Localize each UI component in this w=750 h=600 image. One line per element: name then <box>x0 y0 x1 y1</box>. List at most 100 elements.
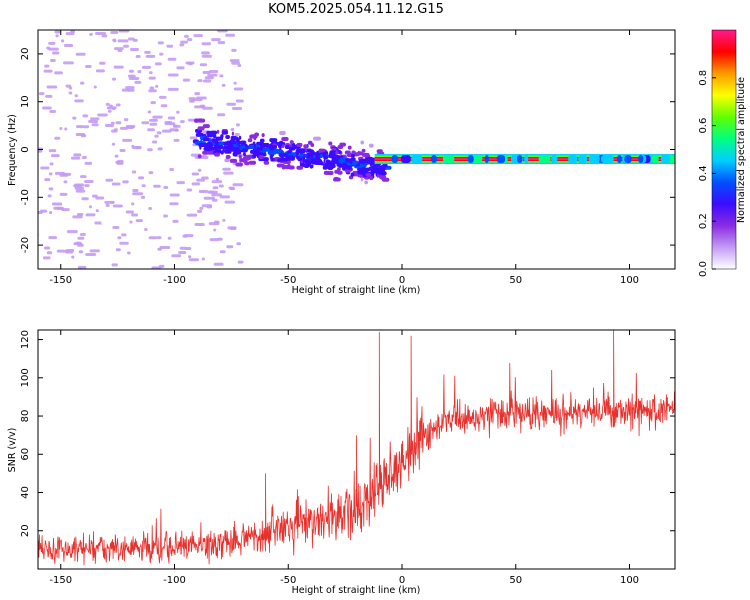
y-tick-label: 100 <box>20 368 31 387</box>
heatmap-cell <box>231 61 241 65</box>
heatmap-cell <box>117 236 122 240</box>
heatmap-cell <box>129 220 133 224</box>
heatmap-cell <box>49 109 57 113</box>
heatmap-cell <box>277 148 283 153</box>
heatmap-cell <box>233 87 244 91</box>
heatmap-cell <box>54 30 61 34</box>
heatmap-cell <box>360 159 364 164</box>
heatmap-cell <box>201 257 205 261</box>
heatmap-cell <box>197 168 202 172</box>
heatmap-cell <box>123 44 129 48</box>
heatmap-cell <box>538 155 551 164</box>
heatmap-cell <box>345 158 352 163</box>
heatmap-cell <box>172 219 179 223</box>
heatmap-cell <box>218 145 222 150</box>
heatmap-cell <box>216 129 220 134</box>
heatmap-cell <box>241 148 248 153</box>
heatmap-cell <box>202 150 209 155</box>
colorbar-tick-label: 0.4 <box>698 165 709 181</box>
heatmap-cell <box>203 146 211 151</box>
heatmap-cell <box>199 206 204 210</box>
heatmap-cell <box>145 54 156 58</box>
heatmap-cell <box>186 38 193 42</box>
heatmap-cell <box>194 92 200 96</box>
heatmap-cell <box>111 142 116 146</box>
heatmap-cell <box>207 73 218 77</box>
heatmap-cell <box>360 167 366 172</box>
heatmap-cell <box>197 118 206 123</box>
heatmap-cell <box>95 69 105 73</box>
heatmap-cell <box>298 153 304 158</box>
heatmap-cell <box>578 155 588 164</box>
heatmap-cell <box>147 148 153 152</box>
heatmap-cell <box>148 171 154 175</box>
heatmap-cell <box>117 227 129 231</box>
heatmap-cell <box>131 170 137 174</box>
heatmap-cell <box>289 140 294 145</box>
heatmap-cell <box>119 68 129 72</box>
heatmap-cell <box>237 64 242 68</box>
heatmap-cell <box>132 192 143 196</box>
heatmap-cell <box>51 202 63 206</box>
heatmap-cell <box>115 121 122 125</box>
heatmap-cell <box>159 52 164 56</box>
heatmap-cell <box>75 125 84 129</box>
heatmap-cell <box>186 213 198 217</box>
heatmap-cell <box>55 34 59 38</box>
y-tick-label: -20 <box>20 237 31 253</box>
heatmap-cell <box>127 74 136 78</box>
heatmap-cell <box>131 213 139 217</box>
heatmap-cell <box>176 110 180 114</box>
heatmap-cell <box>380 164 386 169</box>
heatmap-cell <box>261 133 265 138</box>
heatmap-cell <box>72 215 83 219</box>
heatmap-cell <box>117 49 123 53</box>
heatmap-cell <box>196 209 203 213</box>
heatmap-cell <box>376 149 383 154</box>
heatmap-cell <box>157 147 163 151</box>
y-tick-label: 0 <box>20 146 31 152</box>
heatmap-cell <box>258 155 264 160</box>
heatmap-cell <box>148 206 153 210</box>
heatmap-cell <box>194 222 205 226</box>
heatmap-cell <box>60 39 65 43</box>
heatmap-cell <box>105 178 114 182</box>
heatmap-cell <box>118 30 130 33</box>
x-tick-label: -150 <box>49 575 72 586</box>
heatmap-cell <box>147 128 155 132</box>
heatmap-cell <box>217 237 223 241</box>
heatmap-cell <box>113 65 124 69</box>
heatmap-cell <box>335 150 339 155</box>
heatmap-cell <box>231 131 235 136</box>
heatmap-cell <box>638 155 644 164</box>
heatmap-cell <box>484 155 489 164</box>
heatmap-cell <box>219 250 226 254</box>
heatmap-cell <box>333 155 340 160</box>
heatmap-cell <box>218 184 224 188</box>
heatmap-cell <box>163 214 168 218</box>
heatmap-cell <box>211 38 221 42</box>
heatmap-cell <box>186 188 193 192</box>
heatmap-cell <box>212 134 217 139</box>
heatmap-cell <box>322 151 326 156</box>
heatmap-cell <box>131 202 135 206</box>
heatmap-cell <box>220 150 224 155</box>
heatmap-cell <box>235 162 243 167</box>
heatmap-cell <box>360 140 365 145</box>
heatmap-cell <box>179 43 185 47</box>
heatmap-cell <box>132 146 142 150</box>
heatmap-cell <box>568 155 578 164</box>
x-tick-label: 100 <box>620 275 639 286</box>
heatmap-cell <box>197 126 205 131</box>
heatmap-cell <box>237 260 244 264</box>
heatmap-cell <box>376 173 380 178</box>
heatmap-cell <box>235 146 239 151</box>
heatmap-cell <box>82 125 90 129</box>
heatmap-cell <box>59 192 68 196</box>
heatmap-cell <box>516 155 523 164</box>
snr-ticks: -150 -100 -50 0 50 100 20 40 60 80 100 120 <box>20 330 675 586</box>
snr-ylabel: SNR (v/v) <box>7 428 18 473</box>
heatmap-cell <box>220 188 230 192</box>
heatmap-cell <box>155 84 159 88</box>
heatmap-cell <box>222 167 231 171</box>
